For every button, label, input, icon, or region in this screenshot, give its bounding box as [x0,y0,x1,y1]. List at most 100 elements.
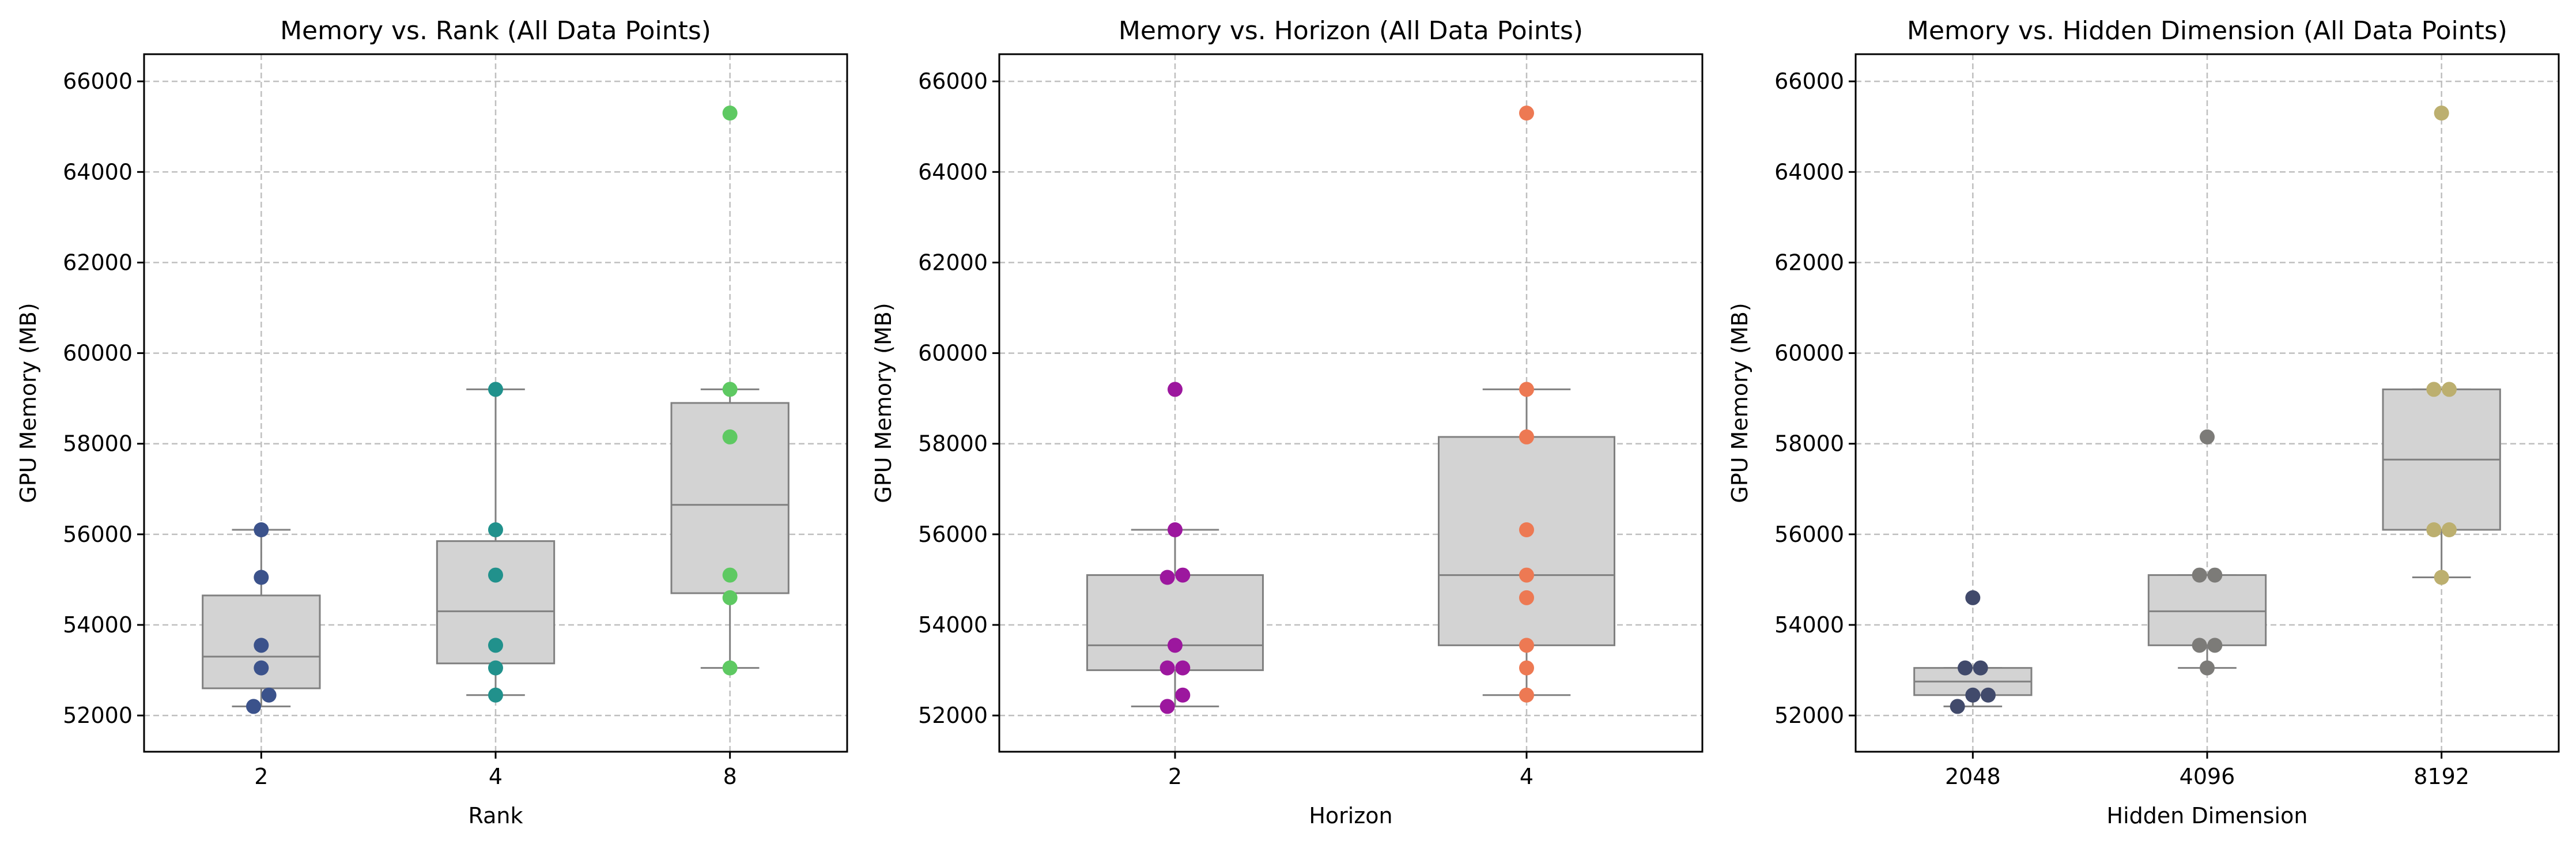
y-tick-label: 58000 [1774,431,1844,457]
subplot-2: 52000 54000 56000 58000 60000 62000 64000 66000… [871,16,1704,828]
data-point [261,687,277,703]
data-point [1519,429,1534,444]
box-4 [436,388,556,696]
data-point [1168,382,1183,397]
x-tick-label: 4096 [2180,764,2235,789]
data-point [1175,687,1191,703]
data-point [722,590,738,605]
data-point [1159,570,1175,585]
y-tick-label: 62000 [1774,250,1844,275]
y-tick-label: 66000 [1774,69,1844,94]
x-tick-label: 2 [1168,764,1182,789]
x-tick-label: 4 [1520,764,1533,789]
box-4096 [2147,574,2267,669]
data-point [488,382,503,397]
data-point [1519,590,1534,605]
y-tick-label: 64000 [63,159,133,184]
data-point [2434,570,2449,585]
data-point [1168,522,1183,537]
y-tick-label: 60000 [918,341,988,366]
data-point [2207,567,2223,583]
y-tick-label: 52000 [918,703,988,728]
chart-title: Memory vs. Hidden Dimension (All Data Po… [1907,16,2507,46]
data-point [2200,429,2215,444]
subplot-1: 52000 54000 56000 58000 60000 62000 64000 66000… [16,16,848,828]
data-point [1159,660,1175,676]
x-axis-label: Horizon [1309,803,1392,828]
x-tick-label: 2048 [1945,764,2001,789]
y-tick-label: 52000 [1774,703,1844,728]
y-tick-label: 58000 [63,431,133,457]
data-point [2192,638,2207,653]
x-tick-label: 4 [489,764,503,789]
y-tick-label: 54000 [918,612,988,638]
data-point [1175,567,1191,583]
data-point [2207,638,2223,653]
y-axis-label: GPU Memory (MB) [16,303,41,503]
y-tick-label: 64000 [1774,159,1844,184]
data-point [722,567,738,583]
data-point [1519,567,1534,583]
chart-title: Memory vs. Rank (All Data Points) [280,16,711,46]
y-tick-label: 52000 [63,703,133,728]
data-point [1519,638,1534,653]
data-point [2434,105,2449,121]
data-point [1175,660,1191,676]
data-point [246,699,262,714]
box-body [2147,574,2267,646]
data-point [722,382,738,397]
data-point [254,522,269,537]
data-point [1519,105,1534,121]
y-tick-label: 62000 [918,250,988,275]
subplot-3: 52000 54000 56000 58000 60000 62000 64000 66000… [1727,16,2560,828]
y-tick-label: 56000 [1774,522,1844,547]
chart-title: Memory vs. Horizon (All Data Points) [1119,16,1583,46]
y-tick-label: 62000 [63,250,133,275]
data-point [1519,382,1534,397]
data-point [1965,687,1981,703]
y-tick-label: 54000 [1774,612,1844,638]
data-point [2441,522,2457,537]
data-point [722,429,738,444]
data-point [1980,687,1996,703]
x-tick-label: 8 [723,764,737,789]
data-point [254,638,269,653]
y-tick-label: 66000 [918,69,988,94]
axes-frame [998,53,1704,753]
x-axis-label: Hidden Dimension [2107,803,2308,828]
data-point [2426,522,2442,537]
data-point [2426,382,2442,397]
data-point [254,570,269,585]
data-point [1973,660,1988,676]
box-body [1438,436,1615,646]
data-point [722,105,738,121]
data-point [722,660,738,676]
data-point [2441,382,2457,397]
y-tick-label: 60000 [63,341,133,366]
data-point [488,660,503,676]
data-point [488,638,503,653]
data-point [1519,522,1534,537]
x-axis-label: Rank [469,803,523,828]
data-point [488,567,503,583]
data-point [1519,687,1534,703]
y-tick-label: 58000 [918,431,988,457]
box-body [1086,574,1264,672]
x-tick-label: 2 [254,764,268,789]
y-axis-label: GPU Memory (MB) [1727,303,1752,503]
y-axis-label: GPU Memory (MB) [871,303,896,503]
y-tick-label: 54000 [63,612,133,638]
data-point [1950,699,1965,714]
box-8192 [2382,388,2501,578]
box-2 [1086,529,1264,707]
box-4 [1438,388,1615,696]
data-point [2200,660,2215,676]
data-point [2192,567,2207,583]
data-point [254,660,269,676]
data-point [1519,660,1534,676]
y-tick-label: 64000 [918,159,988,184]
data-point [1958,660,1973,676]
y-tick-label: 66000 [63,69,133,94]
